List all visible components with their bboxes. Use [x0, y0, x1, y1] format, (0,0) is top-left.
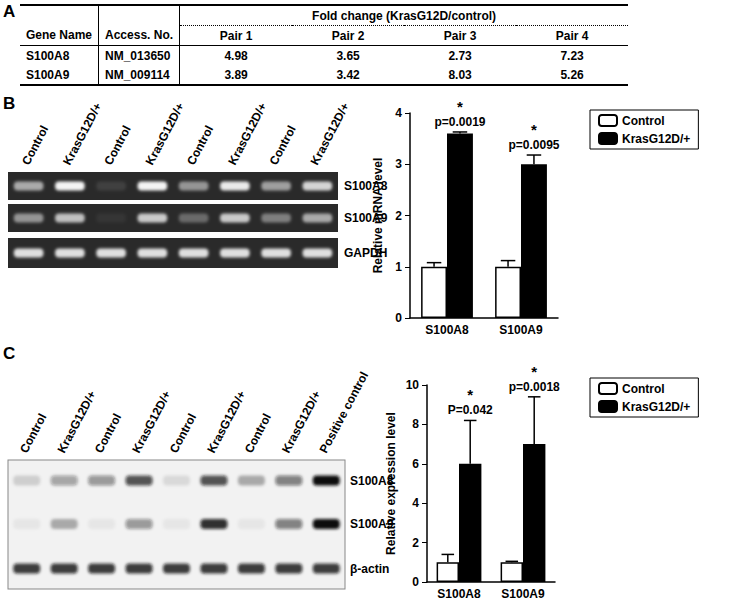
svg-text:Positive control: Positive control — [317, 369, 372, 455]
svg-text:KrasG12D/+: KrasG12D/+ — [143, 100, 187, 167]
svg-text:Control: Control — [184, 123, 216, 167]
svg-text:0: 0 — [395, 311, 402, 325]
svg-text:S100A9: S100A9 — [501, 587, 545, 601]
svg-text:KrasG12D/+: KrasG12D/+ — [60, 100, 104, 167]
svg-text:6: 6 — [412, 457, 419, 471]
html-text:2.73: 2.73 — [448, 48, 472, 63]
svg-text:S100A8: S100A8 — [437, 587, 481, 601]
svg-text:4: 4 — [395, 106, 402, 120]
svg-text:KrasG12D/+: KrasG12D/+ — [279, 388, 323, 455]
svg-text:p=0.0018: p=0.0018 — [509, 380, 560, 394]
svg-text:S100A9: S100A9 — [350, 517, 394, 531]
svg-text:S100A9: S100A9 — [344, 211, 388, 225]
svg-text:Control: Control — [92, 411, 124, 455]
svg-text:*: * — [531, 121, 537, 138]
svg-text:1: 1 — [395, 260, 402, 274]
html-text:Pair 2: Pair 2 — [331, 28, 365, 43]
html-text:B: B — [3, 94, 16, 113]
svg-text:2: 2 — [412, 536, 419, 550]
html-text:Fold change (KrasG12D/control): Fold change (KrasG12D/control) — [312, 8, 497, 23]
html-text:4.98: 4.98 — [224, 48, 248, 63]
svg-text:S100A8: S100A8 — [350, 473, 394, 488]
svg-text:Control: Control — [17, 411, 49, 455]
svg-text:*: * — [457, 98, 463, 115]
svg-text:8: 8 — [412, 417, 419, 431]
html-text:Pair 1: Pair 1 — [219, 28, 253, 43]
svg-text:Relative mRNA level: Relative mRNA level — [371, 158, 385, 274]
html-text:3.42: 3.42 — [336, 67, 360, 82]
svg-text:S100A8: S100A8 — [425, 323, 469, 337]
svg-text:10: 10 — [406, 378, 420, 392]
html-text:S100A9: S100A9 — [26, 67, 70, 82]
svg-text:Control: Control — [167, 411, 199, 455]
html-text:S100A8: S100A8 — [26, 48, 70, 63]
html-text:3.89: 3.89 — [224, 67, 248, 82]
html-text:Access. No.: Access. No. — [105, 28, 174, 43]
svg-text:KrasG12D/+: KrasG12D/+ — [54, 388, 98, 455]
html-text:A: A — [3, 2, 16, 21]
svg-text:p=0.0019: p=0.0019 — [434, 115, 485, 129]
svg-text:KrasG12D/+: KrasG12D/+ — [129, 388, 173, 455]
svg-text:β-actin: β-actin — [350, 562, 389, 576]
html-text:NM_009114: NM_009114 — [105, 67, 170, 82]
svg-text:*: * — [467, 386, 473, 403]
svg-text:S100A8: S100A8 — [344, 179, 388, 193]
svg-text:KrasG12D/+: KrasG12D/+ — [622, 132, 690, 146]
svg-text:Control: Control — [266, 123, 298, 167]
html-text:NM_013650: NM_013650 — [105, 48, 171, 63]
svg-text:KrasG12D/+: KrasG12D/+ — [622, 400, 690, 414]
svg-text:Control: Control — [19, 123, 51, 167]
svg-text:KrasG12D/+: KrasG12D/+ — [225, 100, 269, 167]
html-text:3.65: 3.65 — [336, 48, 360, 63]
html-text:7.23: 7.23 — [560, 48, 584, 63]
svg-text:*: * — [531, 363, 537, 380]
html-text:8.03: 8.03 — [448, 67, 472, 82]
svg-text:4: 4 — [412, 496, 419, 510]
svg-text:3: 3 — [395, 157, 402, 171]
html-text:Gene Name: Gene Name — [26, 28, 92, 43]
svg-text:S100A9: S100A9 — [499, 323, 543, 337]
html-text:Pair 4: Pair 4 — [555, 28, 589, 43]
svg-text:KrasG12D/+: KrasG12D/+ — [308, 100, 352, 167]
svg-text:P=0.042: P=0.042 — [448, 403, 493, 417]
svg-text:0: 0 — [412, 575, 419, 589]
svg-text:Control: Control — [622, 114, 665, 128]
svg-text:2: 2 — [395, 209, 402, 223]
svg-text:p=0.0095: p=0.0095 — [508, 138, 559, 152]
html-text:Pair 3: Pair 3 — [443, 28, 477, 43]
html-text:C: C — [3, 344, 16, 363]
svg-text:Control: Control — [242, 411, 274, 455]
svg-text:GAPDH: GAPDH — [344, 246, 388, 260]
html-text:5.26: 5.26 — [560, 67, 584, 82]
svg-text:Control: Control — [101, 123, 133, 167]
svg-text:Control: Control — [622, 382, 665, 396]
svg-text:Relative expression level: Relative expression level — [384, 412, 398, 555]
svg-text:KrasG12D/+: KrasG12D/+ — [204, 388, 248, 455]
